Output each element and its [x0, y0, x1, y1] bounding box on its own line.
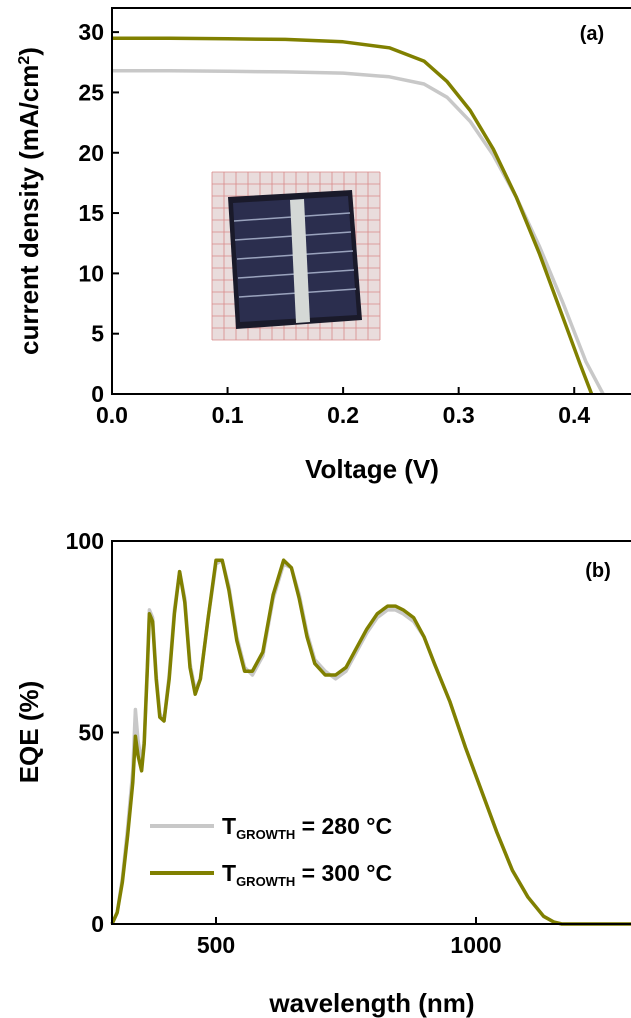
panel-a-series-line-1 — [112, 68, 605, 395]
panel-b-legend: TGROWTH = 280 °C TGROWTH = 300 °C — [150, 813, 392, 889]
panel-a-series-line-2 — [112, 36, 594, 395]
panel-a-y-axis-title-close: ) — [14, 47, 44, 56]
panel-a-y-tick-label: 5 — [91, 321, 104, 347]
panel-b-x-tick-label: 1000 — [450, 932, 501, 958]
panel-a-x-tick-label: 0.2 — [327, 402, 359, 428]
legend-entry-280-subscript: GROWTH — [236, 827, 295, 842]
panel-a-y-tick-label: 30 — [78, 19, 104, 45]
panel-a-y-axis-title: current density (mA/cm2) — [14, 47, 44, 355]
panel-a: 0.0 0.1 0.2 0.3 0.4 0 5 10 15 20 25 30 (a) Voltage … — [14, 7, 631, 484]
panel-a-x-tick-label: 0.4 — [558, 402, 590, 428]
panel-b-y-tick-label: 50 — [78, 720, 104, 746]
panel-b-series-group — [110, 558, 631, 926]
legend-entry-280: TGROWTH = 280 °C — [222, 813, 392, 842]
legend-entry-300-main: T — [222, 860, 236, 886]
panel-a-y-tick-label: 15 — [78, 200, 104, 226]
panel-a-y-tick-label: 0 — [91, 381, 104, 407]
panel-b-y-tick-label: 100 — [66, 528, 104, 554]
panel-a-x-tick-label: 0.0 — [96, 402, 128, 428]
panel-a-series-group — [112, 36, 605, 395]
legend-entry-280-rest: = 280 °C — [295, 813, 392, 839]
panel-a-x-axis-title: Voltage (V) — [305, 454, 439, 484]
legend-entry-280-main: T — [222, 813, 236, 839]
panel-a-frame — [111, 7, 631, 395]
panel-b-y-tick-label: 0 — [91, 911, 104, 937]
panel-a-ticks: 0.0 0.1 0.2 0.3 0.4 0 5 10 15 20 25 30 — [78, 19, 590, 428]
legend-entry-300-subscript: GROWTH — [236, 874, 295, 889]
panel-a-x-tick-label: 0.3 — [443, 402, 475, 428]
panel-a-y-tick-label: 10 — [78, 260, 104, 286]
panel-a-y-tick-label: 25 — [78, 79, 104, 105]
panel-b: 500 1000 0 50 100 (b) wavelength (nm) EQE (%… — [14, 528, 631, 1018]
panel-a-x-tick-label: 0.1 — [212, 402, 244, 428]
solar-cell-busbar — [290, 199, 310, 323]
legend-entry-300-rest: = 300 °C — [295, 860, 392, 886]
panel-a-y-tick-label: 20 — [78, 140, 104, 166]
panel-a-label: (a) — [580, 23, 604, 45]
panel-a-y-axis-title-superscript: 2 — [16, 56, 33, 65]
panel-a-y-axis-title-main: current density (mA/cm — [14, 65, 44, 355]
panel-b-ticks: 500 1000 0 50 100 — [66, 528, 502, 958]
solar-cell-inset-photo — [211, 171, 381, 341]
panel-b-series-line-2 — [110, 558, 631, 926]
legend-entry-300: TGROWTH = 300 °C — [222, 860, 392, 889]
panel-b-y-axis-title: EQE (%) — [14, 681, 44, 784]
panel-b-x-tick-label: 500 — [197, 932, 235, 958]
panel-b-label: (b) — [585, 560, 611, 582]
panel-b-x-axis-title: wavelength (nm) — [268, 988, 474, 1018]
